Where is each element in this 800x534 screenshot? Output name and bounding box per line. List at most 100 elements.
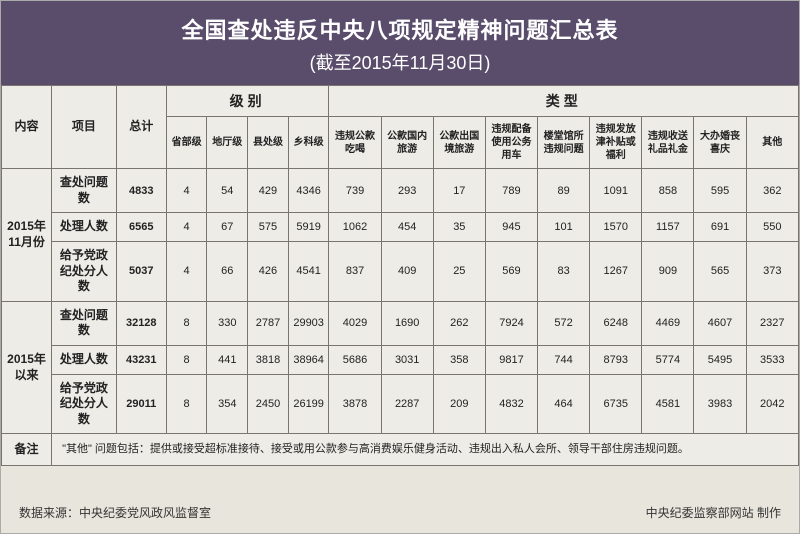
table-head: 内容 项目 总计 级别 类型 省部级 地厅级 县处级 乡科级 违规公款吃喝 公款…	[2, 86, 799, 169]
cell: 67	[207, 213, 248, 242]
cell: 6248	[590, 301, 642, 345]
cell: 550	[746, 213, 798, 242]
cell: 441	[207, 345, 248, 374]
cell: 789	[485, 169, 537, 213]
cell: 4469	[642, 301, 694, 345]
cell: 1267	[590, 241, 642, 301]
cell: 2042	[746, 374, 798, 434]
cell: 8793	[590, 345, 642, 374]
note-row: 备注 "其他" 问题包括：提供或接受超标准接待、接受或用公款参与高消费娱乐健身活…	[2, 434, 799, 465]
cell: 691	[694, 213, 746, 242]
cell: 3533	[746, 345, 798, 374]
th-level: 省部级	[166, 117, 207, 169]
cell: 4	[166, 241, 207, 301]
cell: 89	[538, 169, 590, 213]
cell: 66	[207, 241, 248, 301]
th-type: 楼堂馆所违规问题	[538, 117, 590, 169]
cell: 25	[433, 241, 485, 301]
th-type: 其他	[746, 117, 798, 169]
table-row: 给予党政纪处分人数5037466426454183740925569831267…	[2, 241, 799, 301]
table-row: 处理人数432318441381838964568630313589817744…	[2, 345, 799, 374]
th-type: 公款国内旅游	[381, 117, 433, 169]
footer-credit: 中央纪委监察部网站 制作	[646, 504, 781, 521]
th-level: 地厅级	[207, 117, 248, 169]
cell: 858	[642, 169, 694, 213]
cell: 1570	[590, 213, 642, 242]
cell: 945	[485, 213, 537, 242]
row-name: 查处问题数	[52, 169, 117, 213]
th-level: 乡科级	[288, 117, 329, 169]
cell: 4	[166, 169, 207, 213]
cell: 565	[694, 241, 746, 301]
cell: 464	[538, 374, 590, 434]
cell: 8	[166, 301, 207, 345]
title-sub: (截至2015年11月30日)	[1, 49, 799, 75]
cell: 4029	[329, 301, 381, 345]
cell: 837	[329, 241, 381, 301]
table-row: 2015年以来查处问题数3212883302787299034029169026…	[2, 301, 799, 345]
th-level: 县处级	[248, 117, 289, 169]
cell: 1690	[381, 301, 433, 345]
cell: 409	[381, 241, 433, 301]
table-row: 2015年11月份查处问题数48334544294346739293177898…	[2, 169, 799, 213]
table-container: 内容 项目 总计 级别 类型 省部级 地厅级 县处级 乡科级 违规公款吃喝 公款…	[1, 85, 799, 494]
row-total: 29011	[116, 374, 166, 434]
cell: 5774	[642, 345, 694, 374]
title-bar: 全国查处违反中央八项规定精神问题汇总表 (截至2015年11月30日)	[1, 1, 799, 85]
cell: 54	[207, 169, 248, 213]
cell: 454	[381, 213, 433, 242]
cell: 3818	[248, 345, 289, 374]
table-body: 2015年11月份查处问题数48334544294346739293177898…	[2, 169, 799, 434]
cell: 354	[207, 374, 248, 434]
th-item: 项目	[52, 86, 117, 169]
cell: 569	[485, 241, 537, 301]
cell: 358	[433, 345, 485, 374]
cell: 5919	[288, 213, 329, 242]
cell: 2450	[248, 374, 289, 434]
th-type: 违规收送礼品礼金	[642, 117, 694, 169]
summary-table: 内容 项目 总计 级别 类型 省部级 地厅级 县处级 乡科级 违规公款吃喝 公款…	[1, 85, 799, 466]
th-type: 违规发放津补贴或福利	[590, 117, 642, 169]
cell: 26199	[288, 374, 329, 434]
row-name: 处理人数	[52, 345, 117, 374]
row-name: 给予党政纪处分人数	[52, 374, 117, 434]
cell: 209	[433, 374, 485, 434]
cell: 739	[329, 169, 381, 213]
cell: 6735	[590, 374, 642, 434]
period-label: 2015年以来	[2, 301, 52, 434]
cell: 8	[166, 374, 207, 434]
page-container: 全国查处违反中央八项规定精神问题汇总表 (截至2015年11月30日) 内容 项…	[0, 0, 800, 534]
cell: 1157	[642, 213, 694, 242]
cell: 330	[207, 301, 248, 345]
table-row: 给予党政纪处分人数2901183542450261993878228720948…	[2, 374, 799, 434]
cell: 1091	[590, 169, 642, 213]
cell: 4581	[642, 374, 694, 434]
cell: 29903	[288, 301, 329, 345]
cell: 4	[166, 213, 207, 242]
cell: 38964	[288, 345, 329, 374]
note-label: 备注	[2, 434, 52, 465]
footer-source: 数据来源：中央纪委党风政风监督室	[19, 504, 211, 521]
cell: 575	[248, 213, 289, 242]
th-total: 总计	[116, 86, 166, 169]
cell: 5686	[329, 345, 381, 374]
th-type: 违规公款吃喝	[329, 117, 381, 169]
row-name: 查处问题数	[52, 301, 117, 345]
cell: 8	[166, 345, 207, 374]
footer: 数据来源：中央纪委党风政风监督室 中央纪委监察部网站 制作	[1, 494, 799, 533]
cell: 909	[642, 241, 694, 301]
cell: 3031	[381, 345, 433, 374]
cell: 35	[433, 213, 485, 242]
th-type-group: 类型	[329, 86, 799, 117]
cell: 2787	[248, 301, 289, 345]
cell: 3878	[329, 374, 381, 434]
th-type: 公款出国境旅游	[433, 117, 485, 169]
cell: 1062	[329, 213, 381, 242]
cell: 744	[538, 345, 590, 374]
table-row: 处理人数656546757559191062454359451011570115…	[2, 213, 799, 242]
th-type: 违规配备使用公务用车	[485, 117, 537, 169]
th-type: 大办婚丧喜庆	[694, 117, 746, 169]
row-total: 32128	[116, 301, 166, 345]
cell: 7924	[485, 301, 537, 345]
th-level-group: 级别	[166, 86, 329, 117]
